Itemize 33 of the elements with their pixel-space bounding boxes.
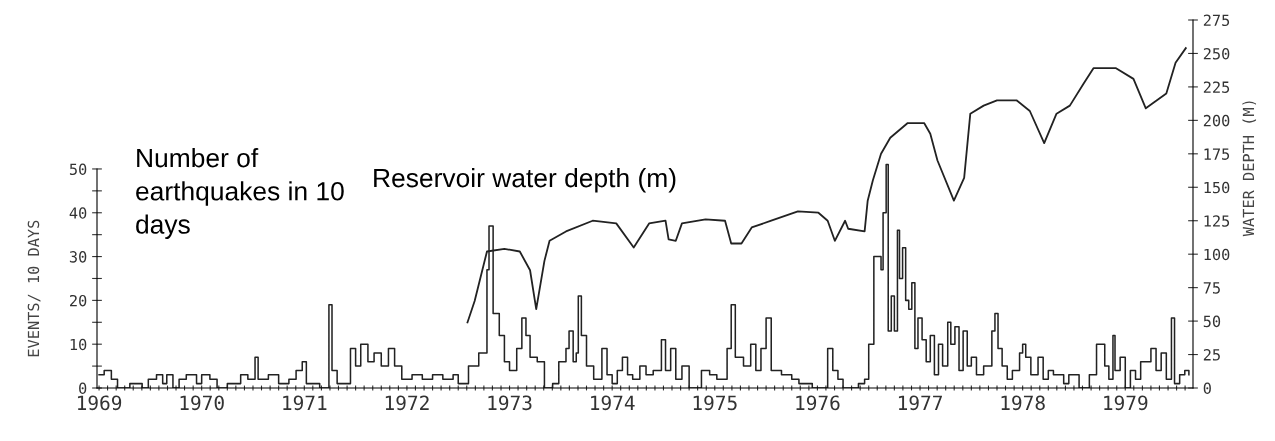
x-tick-label: 1976	[796, 395, 840, 411]
x-tick-label: 1974	[591, 395, 635, 411]
x-tick-label: 1978	[1001, 395, 1045, 411]
y2-tick-label: 175	[1204, 148, 1230, 160]
y2-tick-label: 25	[1203, 349, 1220, 361]
y2-tick-label: 225	[1203, 81, 1230, 93]
y2-tick-label: 50	[1203, 315, 1221, 328]
x-tick-label: 1975	[693, 395, 737, 411]
y-tick-label: 10	[70, 338, 87, 351]
x-tick-label: 1979	[1104, 395, 1148, 411]
y2-tick-label: 75	[1203, 282, 1220, 294]
y2-tick-label: 150	[1204, 181, 1230, 194]
x-tick-label: 1969	[77, 395, 122, 411]
y-tick-label: 20	[70, 294, 87, 307]
x-tick-label: 1973	[488, 395, 532, 411]
y2-tick-label: 100	[1204, 248, 1230, 261]
y2-tick-label: 250	[1203, 47, 1230, 60]
x-tick-label: 1971	[283, 395, 327, 411]
text: Number of earthquakes in 10 days	[136, 148, 344, 240]
y2-tick-label: 200	[1203, 114, 1230, 127]
x-tick-label: 1970	[180, 395, 224, 411]
y2-tick-label: 275	[1203, 14, 1230, 27]
y-tick-label: 40	[69, 207, 87, 219]
y-axis-title: EVENTS/ 10 DAYS	[27, 220, 41, 357]
y2-tick-label: 0	[1203, 382, 1211, 395]
series-label: Reservoir water depth (m)	[374, 168, 676, 193]
x-tick-label: 1977	[898, 395, 942, 411]
y-tick-label: 30	[69, 251, 87, 263]
y2-tick-label: 125	[1204, 215, 1230, 227]
y-tick-label: 0	[79, 382, 87, 395]
y2-axis-title: WATER DEPTH (M)	[1242, 101, 1257, 237]
x-tick-label: 1972	[385, 395, 429, 411]
y-tick-label: 50	[69, 163, 87, 176]
